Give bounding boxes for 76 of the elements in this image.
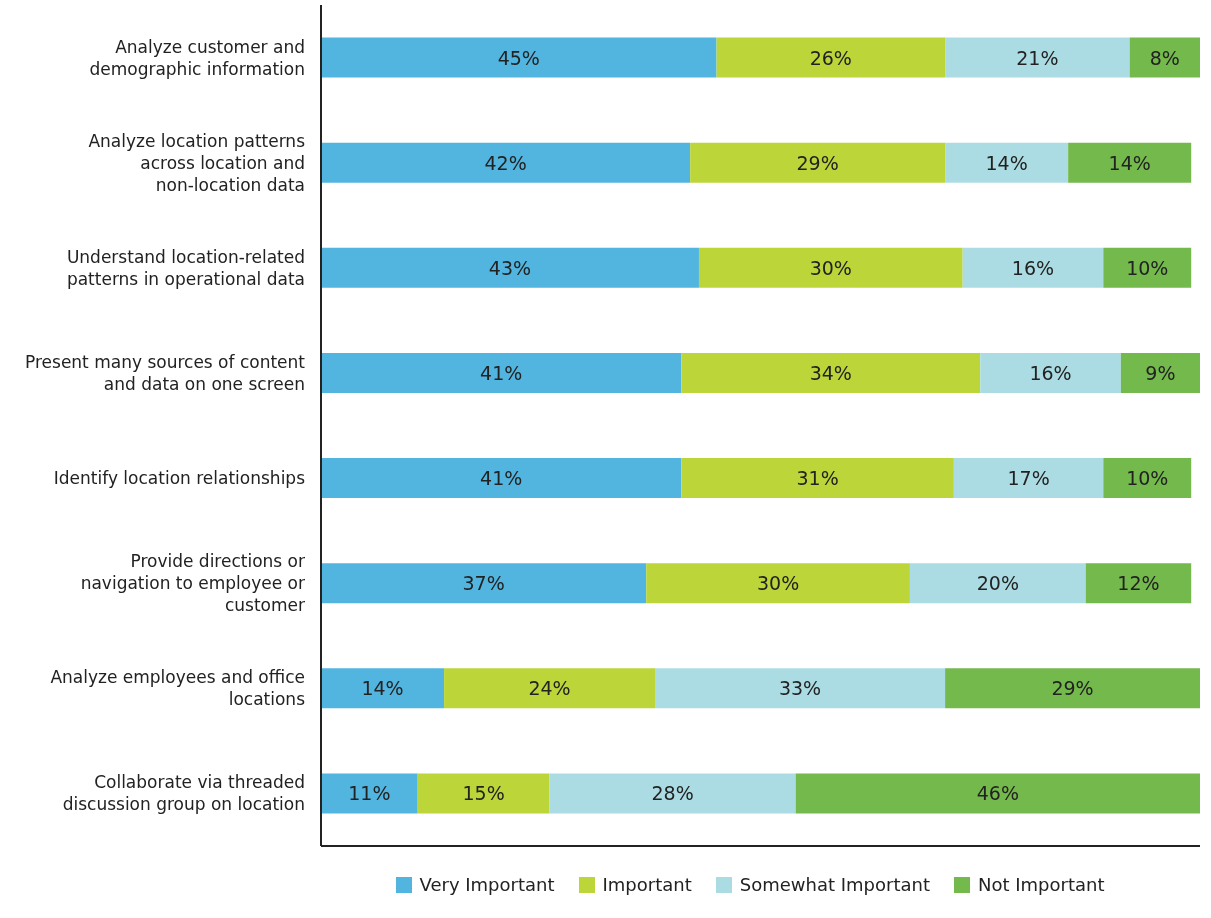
- bar: [690, 142, 946, 183]
- data-label: 8%: [1149, 46, 1180, 69]
- bar: [945, 668, 1200, 709]
- bar: [1085, 563, 1192, 604]
- bar: [417, 773, 550, 814]
- bar: [698, 247, 963, 288]
- y-tick-label: Provide directions or navigation to employee or customer: [80, 551, 306, 616]
- data-label: 33%: [778, 677, 822, 700]
- bar: [681, 458, 954, 499]
- bar: [321, 142, 691, 183]
- bar: [321, 458, 682, 499]
- data-label: 10%: [1126, 467, 1169, 490]
- data-label: 15%: [462, 782, 505, 805]
- bar: [444, 668, 656, 709]
- bar: [795, 773, 1200, 814]
- bar: [945, 37, 1130, 78]
- bar: [1103, 458, 1192, 499]
- y-tick-label: Collaborate via threaded discussion group on location: [62, 772, 305, 815]
- bar: [681, 352, 981, 393]
- bar: [321, 352, 682, 393]
- data-label: 41%: [480, 361, 523, 384]
- y-tick-label: Analyze location patterns across location and non-location data: [88, 130, 306, 195]
- bar: [321, 37, 717, 78]
- data-label: 30%: [756, 572, 800, 595]
- legend-label: Not Important: [977, 874, 1105, 895]
- data-label: 29%: [1051, 677, 1094, 700]
- data-label: 46%: [976, 782, 1019, 805]
- data-label: 20%: [976, 572, 1019, 595]
- data-label: 42%: [484, 151, 527, 174]
- data-label: 45%: [497, 46, 540, 69]
- data-label: 34%: [809, 361, 852, 384]
- data-label: 14%: [1108, 151, 1151, 174]
- y-tick-label: Understand location-related patterns in operational data: [66, 246, 305, 289]
- data-label: 14%: [985, 151, 1028, 174]
- bar: [716, 37, 946, 78]
- data-label: 24%: [528, 677, 571, 700]
- bar: [655, 668, 946, 709]
- legend-label: Very Important: [418, 874, 555, 895]
- data-label: 29%: [796, 151, 839, 174]
- data-label: 10%: [1126, 256, 1169, 279]
- legend-label: Somewhat Important: [738, 874, 930, 895]
- data-label: 11%: [348, 782, 391, 805]
- y-tick-label: Analyze employees and office locations: [50, 667, 306, 710]
- data-label: 31%: [796, 467, 839, 490]
- y-tick-label: Identify location relationships: [53, 468, 306, 489]
- data-label: 21%: [1016, 46, 1059, 69]
- bar: [1068, 142, 1192, 183]
- data-label: 41%: [480, 467, 523, 490]
- data-label: 14%: [361, 677, 404, 700]
- bar: [1103, 247, 1192, 288]
- y-tick-label: Analyze customer and demographic information: [89, 36, 305, 79]
- data-label: 9%: [1145, 361, 1176, 384]
- data-label: 16%: [1029, 361, 1072, 384]
- data-label: 30%: [809, 256, 852, 279]
- y-tick-label: Present many sources of content and data on one screen: [25, 351, 306, 394]
- data-label: 16%: [1011, 256, 1055, 279]
- bar: [321, 668, 445, 709]
- bar: [321, 773, 418, 814]
- bar: [962, 247, 1104, 288]
- bar: [909, 563, 1086, 604]
- data-label: 37%: [462, 572, 505, 595]
- data-label: 26%: [809, 46, 852, 69]
- bar: [549, 773, 796, 814]
- data-label: 12%: [1117, 572, 1160, 595]
- data-label: 17%: [1007, 467, 1050, 490]
- legend-label: Important: [601, 874, 692, 895]
- bar: [321, 563, 647, 604]
- bar: [953, 458, 1104, 499]
- bar: [1120, 352, 1200, 393]
- bar: [945, 142, 1069, 183]
- bar: [321, 247, 699, 288]
- data-label: 43%: [488, 256, 532, 279]
- data-label: 28%: [651, 782, 694, 805]
- bar: [1129, 37, 1200, 78]
- bar: [980, 352, 1121, 393]
- bar: [646, 563, 910, 604]
